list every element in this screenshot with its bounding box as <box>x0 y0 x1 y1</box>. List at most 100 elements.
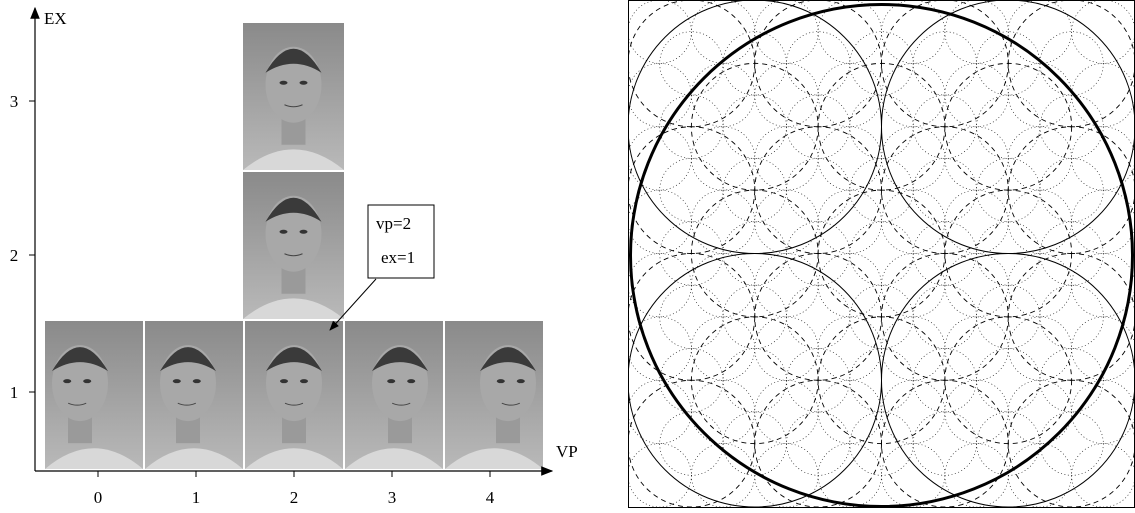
packing-circle <box>882 127 1009 254</box>
packing-circle <box>945 380 1008 443</box>
eye <box>193 379 201 383</box>
packing-circle <box>913 285 976 348</box>
packing-circle <box>755 63 818 126</box>
packing-circle <box>1008 0 1071 63</box>
eye <box>517 379 525 383</box>
face-photo <box>243 172 344 319</box>
packing-circle <box>691 0 754 63</box>
callout-ex: ex=1 <box>381 248 415 267</box>
packing-circle <box>1008 0 1135 127</box>
packing-circle <box>945 317 1072 444</box>
packing-circle <box>786 158 849 221</box>
packing-circle <box>755 444 818 507</box>
figure: EX VP 01234123 vp=2 ex=1 <box>0 0 1135 508</box>
packing-circle <box>818 127 881 190</box>
packing-circle <box>1008 254 1071 317</box>
packing-circle <box>691 317 818 444</box>
packing-circle <box>628 127 755 254</box>
packing-circle <box>786 412 849 475</box>
packing-circle <box>818 190 881 253</box>
packing-circle <box>1008 444 1071 507</box>
packing-circle <box>1008 380 1135 507</box>
eye <box>407 379 415 383</box>
packing-circle <box>628 63 691 126</box>
packing-circle <box>818 190 945 317</box>
y-tick-label: 1 <box>10 383 19 402</box>
x-tick-label: 1 <box>192 488 201 507</box>
x-tick-label: 0 <box>94 488 103 507</box>
packing-circle <box>1040 285 1103 348</box>
eye <box>280 230 288 234</box>
packing-circle <box>1008 254 1135 381</box>
y-tick-label: 2 <box>10 246 19 265</box>
packing-circle <box>818 254 881 317</box>
packing-circle <box>660 158 723 221</box>
packing-circle <box>818 444 881 507</box>
face-photo <box>45 321 143 469</box>
callout-vp: vp=2 <box>376 214 411 233</box>
packing-circle <box>691 254 754 317</box>
packing-circle <box>691 190 754 253</box>
packing-circle <box>691 444 754 507</box>
packing-circle <box>945 127 1008 190</box>
face-photo <box>345 321 443 469</box>
packing-circle <box>1040 32 1103 95</box>
eye <box>280 379 288 383</box>
packing-circle <box>882 380 1009 507</box>
x-tick-label: 3 <box>388 488 397 507</box>
packing-circle <box>977 349 1040 412</box>
packing-circle <box>786 285 849 348</box>
packing-circle <box>818 63 881 126</box>
packing-circle <box>628 444 691 507</box>
packing-circle <box>755 190 818 253</box>
packing-circle <box>945 63 1008 126</box>
packing-circle <box>882 127 945 190</box>
packing-circle <box>1072 380 1135 443</box>
packing-circle <box>913 412 976 475</box>
packing-circle <box>1008 63 1071 126</box>
x-tick-label: 2 <box>290 488 299 507</box>
y-axis-label: EX <box>44 9 67 28</box>
packing-circle <box>882 254 1135 508</box>
packing-circle <box>755 127 818 190</box>
packing-circle <box>691 127 754 190</box>
packing-circle <box>1008 127 1135 254</box>
eye <box>280 81 288 85</box>
packing-circle <box>1008 380 1071 443</box>
face-photo <box>243 23 344 170</box>
packing-circle <box>755 0 818 63</box>
packing-circle <box>850 222 913 285</box>
face-photos <box>45 23 543 469</box>
packing-circle <box>945 444 1008 507</box>
packing-circle <box>1008 127 1071 190</box>
packing-circle <box>882 254 1009 381</box>
face-photo <box>245 321 343 469</box>
packing-circle <box>628 0 691 63</box>
packing-circle <box>755 317 818 380</box>
packing-circle <box>691 63 818 190</box>
packing-circle <box>945 254 1008 317</box>
packing-circle <box>882 380 945 443</box>
packing-circle <box>660 285 723 348</box>
packing-circle <box>913 32 976 95</box>
face-photo <box>145 321 243 469</box>
packing-circle <box>945 63 1072 190</box>
packing-circle <box>691 317 754 380</box>
eye <box>83 379 91 383</box>
packing-circle <box>945 0 1008 63</box>
packing-circle <box>882 190 945 253</box>
packing-circle <box>786 32 849 95</box>
packing-circle <box>628 380 755 507</box>
page: {"left": {"y_axis_label": "EX", "x_axis_… <box>0 0 1135 508</box>
packing-circle <box>882 63 945 126</box>
packing-circle <box>755 380 882 507</box>
packing-circle <box>628 254 882 508</box>
eye <box>173 379 181 383</box>
packing-circle <box>945 190 1008 253</box>
eye <box>300 230 308 234</box>
packing-circle <box>755 254 882 381</box>
packing-circle <box>882 0 1009 127</box>
packing-circle <box>723 95 786 158</box>
packing-circle <box>882 444 945 507</box>
eye <box>300 81 308 85</box>
